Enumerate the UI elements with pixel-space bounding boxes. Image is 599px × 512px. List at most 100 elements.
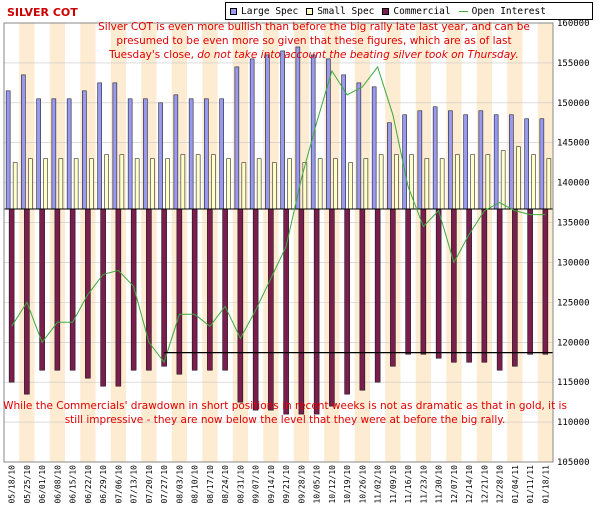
bar-commercial: [39, 208, 45, 371]
y-tick-label: 145000: [557, 139, 590, 149]
bar-commercial: [176, 208, 183, 375]
bar-small-spec: [272, 162, 277, 210]
y-tick-label: 115000: [557, 378, 590, 388]
x-tick-label: 11/02/10: [374, 465, 383, 504]
y-tick-label: 120000: [557, 338, 590, 348]
bar-commercial: [85, 208, 91, 379]
legend-label-open-interest: Open Interest: [471, 5, 546, 17]
bar-commercial: [451, 208, 457, 363]
x-tick-label: 06/29/10: [99, 465, 108, 504]
bar-commercial: [54, 208, 61, 371]
bar-large-spec: [82, 90, 87, 210]
legend-item-open-interest: Open Interest: [458, 5, 546, 17]
bar-large-spec: [341, 74, 346, 210]
bar-large-spec: [66, 98, 72, 210]
annotation-top-text: Silver COT is even more bullish than bef…: [98, 21, 530, 61]
bar-small-spec: [439, 158, 445, 210]
bar-small-spec: [394, 154, 399, 210]
bar-large-spec: [417, 110, 423, 210]
bar-large-spec: [204, 98, 209, 210]
x-tick-label: 12/21/10: [480, 465, 489, 504]
x-tick-label: 08/17/10: [206, 465, 215, 504]
bar-large-spec: [36, 98, 41, 210]
y-tick-label: 150000: [557, 99, 590, 109]
bar-small-spec: [119, 154, 125, 210]
bar-commercial: [542, 208, 549, 355]
bar-commercial: [435, 208, 442, 359]
x-tick-label: 09/21/10: [282, 465, 291, 504]
bar-commercial: [512, 208, 518, 367]
bar-large-spec: [509, 114, 514, 210]
bar-large-spec: [5, 90, 11, 210]
annotation-top: Silver COT is even more bullish than bef…: [90, 20, 538, 62]
x-tick-label: 01/04/11: [511, 465, 520, 504]
bar-large-spec: [265, 54, 270, 210]
bar-large-spec: [478, 110, 484, 210]
x-tick-label: 09/14/10: [267, 465, 276, 504]
bar-commercial: [359, 208, 366, 391]
bar-commercial: [161, 208, 167, 367]
bar-commercial: [298, 208, 305, 415]
bar-commercial: [222, 208, 228, 371]
x-tick-label: 11/23/10: [419, 465, 428, 504]
bar-small-spec: [104, 154, 109, 210]
bar-commercial: [115, 208, 122, 387]
x-tick-label: 10/26/10: [358, 465, 367, 504]
bar-commercial: [374, 208, 381, 383]
x-tick-label: 12/14/10: [465, 465, 474, 504]
bar-large-spec: [295, 46, 301, 210]
bar-large-spec: [234, 66, 240, 210]
bar-small-spec: [363, 158, 369, 210]
x-tick-label: 06/22/10: [84, 465, 93, 504]
bar-large-spec: [371, 86, 377, 210]
x-tick-label: 09/07/10: [252, 465, 261, 504]
bar-large-spec: [21, 74, 26, 210]
y-tick-label: 125000: [557, 298, 590, 308]
x-tick-label: 11/30/10: [435, 465, 444, 504]
plot-border: [3, 22, 554, 463]
x-tick-label: 07/13/10: [130, 465, 139, 504]
bar-large-spec: [463, 114, 468, 210]
bar-large-spec: [97, 82, 102, 210]
x-tick-label: 10/12/10: [328, 465, 337, 504]
x-tick-label: 01/11/11: [526, 465, 535, 504]
y-tick-label: 110000: [557, 418, 590, 428]
x-tick-label: 05/18/10: [8, 465, 17, 504]
bar-small-spec: [165, 158, 170, 210]
x-tick-label: 08/10/10: [191, 465, 200, 504]
bar-commercial: [100, 208, 106, 387]
bar-small-spec: [195, 154, 201, 210]
x-tick-label: 10/05/10: [313, 465, 322, 504]
y-tick-label: 130000: [557, 258, 590, 268]
bar-small-spec: [546, 158, 552, 210]
right-axis: 105000 110000 115000 120000 125000 130000 1350…: [557, 19, 590, 468]
bar-commercial: [237, 208, 244, 403]
x-tick-label: 07/27/10: [160, 465, 169, 504]
bar-large-spec: [127, 98, 133, 210]
y-tick-label: 160000: [557, 19, 590, 29]
x-tick-label: 11/16/10: [404, 465, 413, 504]
chart-title: SILVER COT: [7, 6, 78, 19]
bar-small-spec: [58, 158, 64, 210]
bar-large-spec: [387, 122, 392, 210]
bar-large-spec: [493, 114, 499, 210]
legend: Large Spec Small Spec Commercial Open In…: [225, 2, 593, 20]
bar-commercial: [268, 208, 274, 411]
bar-small-spec: [150, 158, 155, 210]
bar-small-spec: [531, 154, 536, 210]
bar-commercial: [146, 208, 152, 371]
y-tick-label: 135000: [557, 219, 590, 229]
bar-large-spec: [173, 94, 179, 210]
bar-large-spec: [158, 102, 163, 210]
legend-item-commercial: Commercial: [382, 6, 451, 17]
legend-swatch-open-interest: [458, 10, 468, 12]
bar-commercial: [527, 208, 533, 355]
x-tick-label: 10/19/10: [343, 465, 352, 504]
bar-small-spec: [180, 154, 186, 210]
bar-large-spec: [280, 50, 285, 210]
y-tick-label: 140000: [557, 179, 590, 189]
x-tick-label: 12/28/10: [496, 465, 505, 504]
bar-large-spec: [219, 98, 224, 210]
x-tick-label: 11/09/10: [389, 465, 398, 504]
